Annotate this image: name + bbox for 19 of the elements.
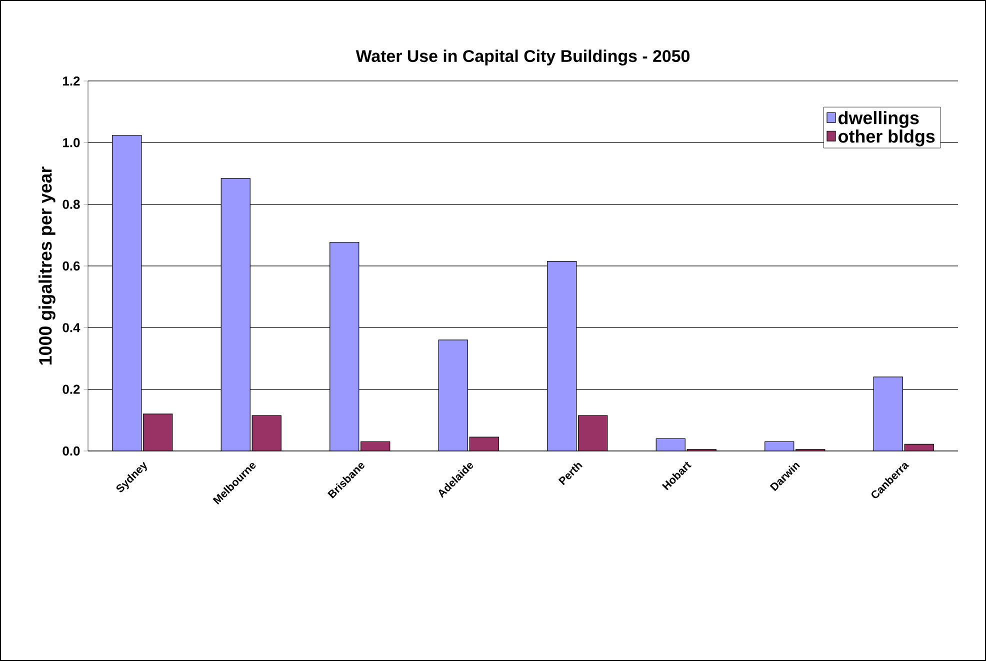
- legend-label: dwellings: [838, 111, 919, 128]
- y-tick-label: 1.2: [63, 76, 80, 86]
- bar: [656, 438, 686, 451]
- bar: [220, 178, 250, 451]
- bar: [873, 376, 903, 451]
- legend-label: other bldgs: [838, 130, 935, 146]
- y-tick-label: 0.0: [62, 446, 80, 456]
- bar: [438, 340, 468, 451]
- y-tick-label: 0.6: [62, 261, 80, 271]
- bar: [330, 242, 360, 451]
- y-axis-title: 1000 gigalitres per year: [38, 166, 56, 365]
- y-tick-label: 0.2: [62, 384, 80, 394]
- bar: [547, 261, 577, 451]
- bar: [112, 134, 142, 451]
- y-tick-label: 0.4: [62, 323, 80, 332]
- y-tick-label: 1.0: [63, 138, 80, 148]
- bar: [764, 442, 794, 451]
- chart-title: Water Use in Capital City Buildings - 2050: [356, 50, 690, 66]
- y-tick-label: 0.8: [62, 200, 80, 209]
